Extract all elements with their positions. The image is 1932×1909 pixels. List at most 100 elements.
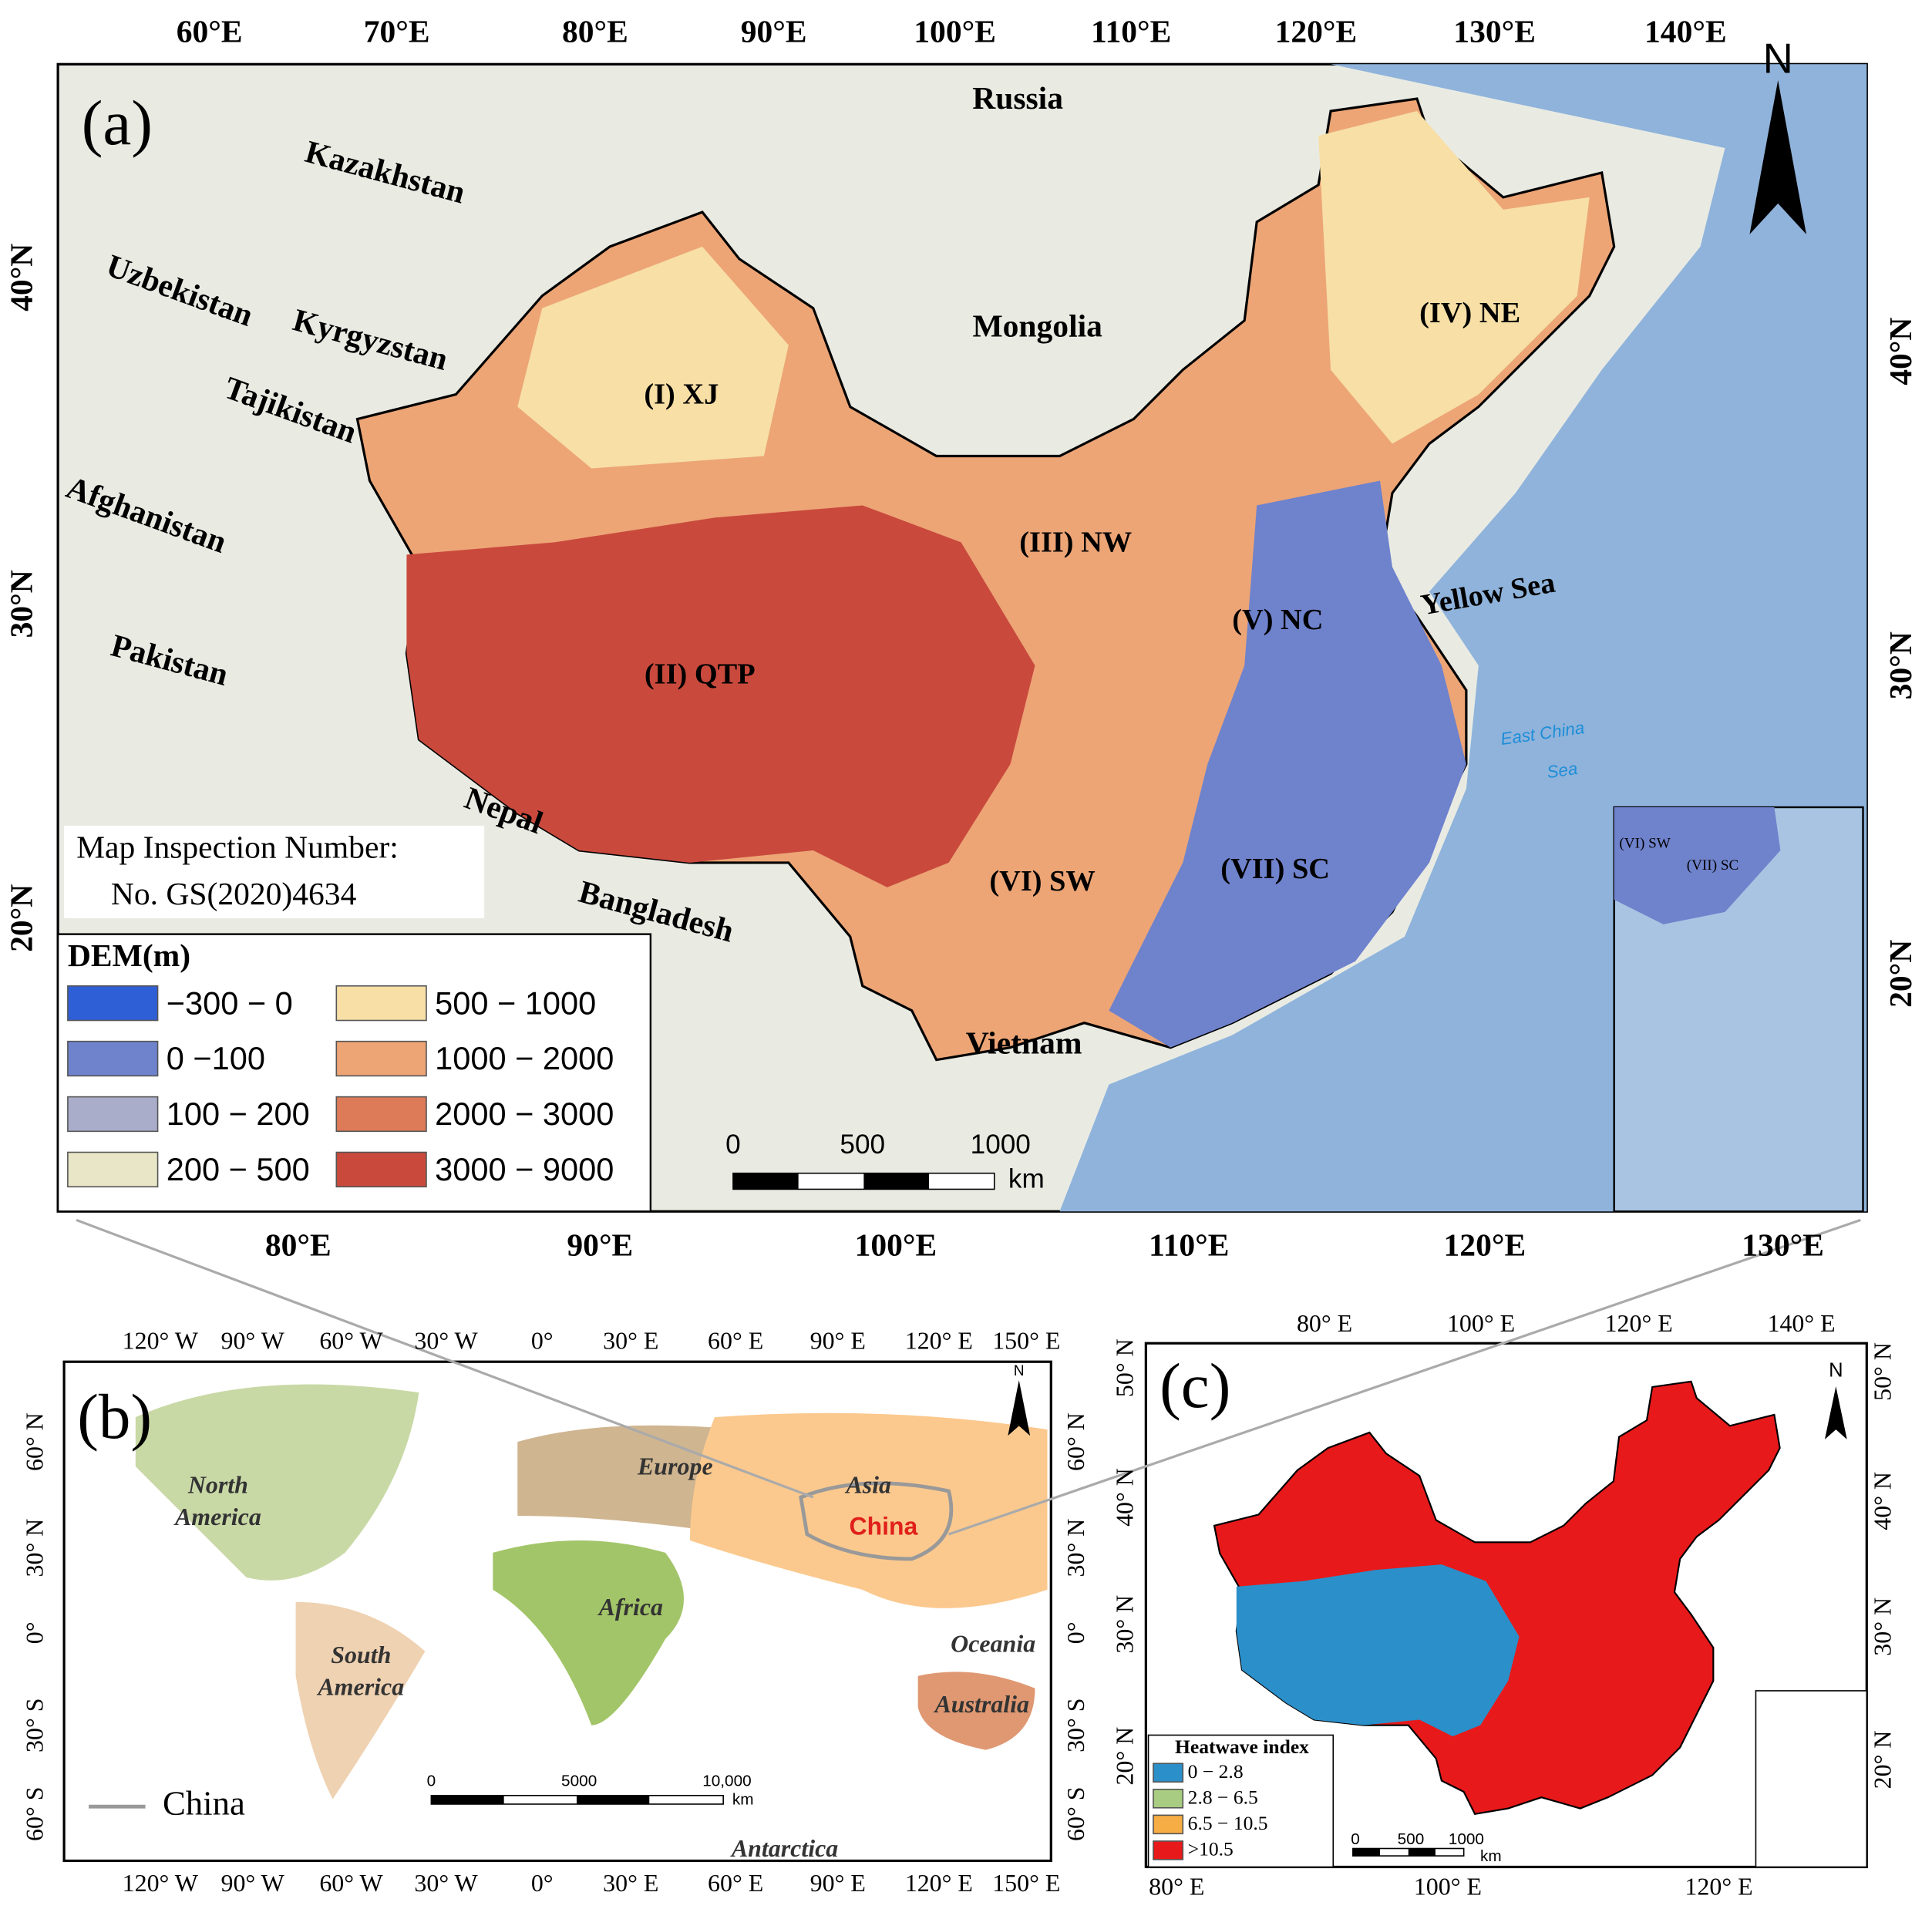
region-label: (VI) SW xyxy=(989,865,1095,897)
africa xyxy=(493,1540,685,1726)
lat-label: 40°N xyxy=(3,244,39,311)
region-label: (III) NW xyxy=(1019,526,1132,558)
lon-label: 120° E xyxy=(905,1328,973,1355)
lon-label: 90°E xyxy=(567,1227,633,1263)
legend-label: 3000 − 9000 xyxy=(435,1151,614,1187)
connector xyxy=(76,1218,814,1499)
country-label: Mongolia xyxy=(972,308,1102,343)
inset-c xyxy=(1755,1690,1868,1868)
panel-label: (b) xyxy=(77,1381,152,1452)
lon-label: 90°E xyxy=(741,13,807,49)
scale-label: 1000 xyxy=(1449,1830,1484,1848)
legend-label: China xyxy=(163,1783,245,1822)
lon-label: 140° E xyxy=(1767,1310,1835,1337)
scale-bar xyxy=(732,1172,995,1190)
lon-label: 130°E xyxy=(1742,1227,1824,1263)
lon-label: 30° E xyxy=(603,1870,658,1897)
continent-label: Australia xyxy=(934,1691,1030,1718)
legend-swatch xyxy=(335,1040,427,1077)
inspection-box xyxy=(64,825,485,918)
panel-label: (c) xyxy=(1160,1350,1230,1421)
legend-swatch xyxy=(1153,1763,1184,1783)
legend-label: >10.5 xyxy=(1188,1838,1234,1860)
continent-label: America xyxy=(173,1503,261,1530)
lon-label: 30° W xyxy=(414,1328,478,1355)
continent-label: America xyxy=(316,1674,404,1701)
legend-swatch xyxy=(1153,1840,1184,1860)
inset-region-label: (VII) SC xyxy=(1687,857,1739,874)
lat-label: 40° N xyxy=(1112,1468,1139,1527)
scale-label: 500 xyxy=(840,1130,885,1160)
legend-swatch xyxy=(1153,1788,1184,1809)
scale-label: 500 xyxy=(1398,1830,1425,1848)
scale-unit: km xyxy=(1008,1164,1045,1194)
north-arrow xyxy=(1749,80,1806,234)
region-label: (II) QTP xyxy=(645,658,756,690)
legend-swatch xyxy=(1153,1814,1184,1835)
south-america xyxy=(295,1601,426,1800)
legend-label: 0 − 2.8 xyxy=(1188,1760,1244,1783)
lat-label: 30° N xyxy=(1112,1595,1139,1654)
north-arrow-b xyxy=(1008,1380,1031,1436)
lon-label: 80°E xyxy=(562,13,628,49)
lat-label: 30°N xyxy=(3,570,39,638)
china-label: China xyxy=(850,1512,918,1540)
continent-label: Africa xyxy=(597,1594,663,1621)
legend-label: 6.5 − 10.5 xyxy=(1188,1812,1268,1834)
continent-label: Europe xyxy=(637,1453,713,1480)
legend-label: 2.8 − 6.5 xyxy=(1188,1786,1258,1808)
inspection-text: Map Inspection Number: xyxy=(76,829,399,864)
continent-label: North xyxy=(187,1472,248,1499)
country-label: Vietnam xyxy=(966,1025,1082,1061)
lon-label: 60° E xyxy=(708,1870,763,1897)
lon-label: 60°E xyxy=(177,13,243,49)
lon-label: 90° E xyxy=(810,1870,866,1897)
lon-label: 110°E xyxy=(1091,13,1171,49)
legend-label: 500 − 1000 xyxy=(435,985,596,1021)
lon-label: 90° W xyxy=(220,1870,284,1897)
lon-label: 60° W xyxy=(319,1328,383,1355)
lon-label: 120° E xyxy=(1605,1310,1673,1337)
lon-label: 80° E xyxy=(1149,1874,1204,1901)
continent-label: South xyxy=(331,1641,391,1668)
scale-label: 10,000 xyxy=(702,1773,752,1790)
lon-label: 100°E xyxy=(855,1227,937,1263)
lon-label: 100° E xyxy=(1447,1310,1515,1337)
lat-label: 0° xyxy=(21,1621,48,1644)
scale-label: 1000 xyxy=(971,1130,1031,1160)
north-america xyxy=(135,1384,419,1581)
legend-label: 0 −100 xyxy=(167,1040,265,1076)
legend-label: 1000 − 2000 xyxy=(435,1040,614,1076)
scale-label: 0 xyxy=(1351,1830,1360,1848)
lon-label: 100°E xyxy=(914,13,996,49)
lon-label: 120°E xyxy=(1275,13,1358,49)
china-outline-b xyxy=(799,1481,954,1561)
lon-label: 120°E xyxy=(1444,1227,1526,1263)
europe xyxy=(517,1425,739,1528)
scale-label: 0 xyxy=(427,1773,436,1790)
lon-label: 60° E xyxy=(708,1328,763,1355)
lon-label: 150° E xyxy=(992,1870,1060,1897)
lat-label: 20° N xyxy=(1870,1731,1897,1789)
scale-unit: km xyxy=(1480,1847,1502,1865)
continent-label: Asia xyxy=(844,1472,891,1499)
lat-label: 60° S xyxy=(1062,1787,1089,1842)
legend-swatch xyxy=(67,1151,159,1188)
lon-label: 0° xyxy=(531,1328,554,1355)
basin-area xyxy=(517,246,789,469)
sea-label: Sea xyxy=(1546,759,1579,782)
scale-unit: km xyxy=(732,1791,754,1809)
lat-label: 30°N xyxy=(1883,631,1918,699)
lon-label: 30° E xyxy=(603,1328,658,1355)
lat-label: 40° N xyxy=(1870,1472,1897,1530)
legend-swatch xyxy=(67,985,159,1022)
scale-bar-b xyxy=(430,1794,724,1805)
lat-label: 60° S xyxy=(21,1787,48,1842)
lon-label: 120° W xyxy=(123,1328,199,1355)
legend-label: 200 − 500 xyxy=(167,1151,310,1187)
lat-label: 30° N xyxy=(1870,1598,1897,1656)
region-label: (I) XJ xyxy=(644,379,719,411)
legend-swatch xyxy=(335,1096,427,1133)
continent-label: Oceania xyxy=(951,1631,1035,1658)
connector xyxy=(948,1218,1861,1536)
